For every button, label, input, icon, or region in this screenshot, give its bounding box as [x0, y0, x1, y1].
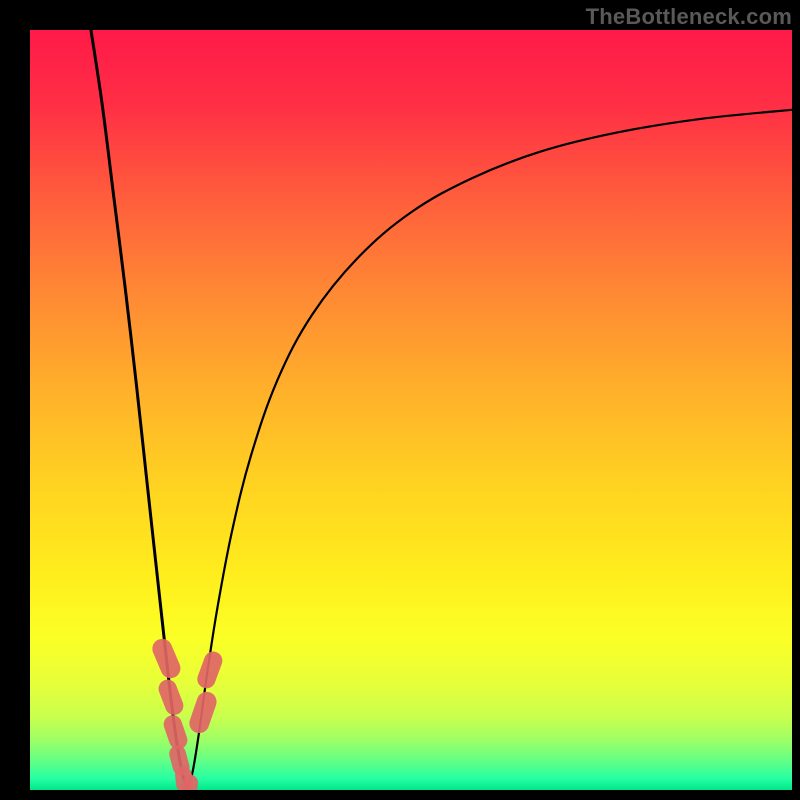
bottleneck-chart: TheBottleneck.com: [0, 0, 800, 800]
plot-area: [30, 30, 792, 790]
watermark-label: TheBottleneck.com: [586, 4, 792, 30]
gradient-background: [30, 30, 792, 790]
chart-svg: [30, 30, 792, 790]
